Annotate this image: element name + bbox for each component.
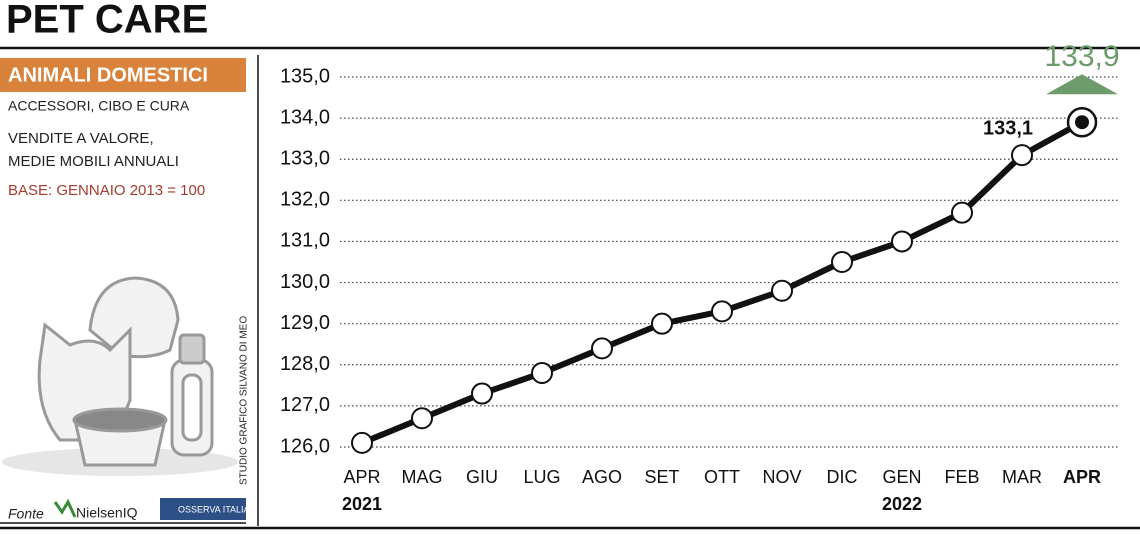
- x-year-label: 2022: [882, 494, 922, 514]
- y-tick-label: 135,0: [280, 65, 330, 87]
- x-tick-label: MAG: [401, 467, 442, 487]
- logo-mark: [53, 498, 77, 518]
- marker: [411, 407, 433, 430]
- marker: [591, 337, 613, 360]
- marker: [891, 230, 913, 253]
- y-tick-label: 133,0: [280, 148, 330, 170]
- x-tick-label: GIU: [466, 467, 498, 487]
- x-tick-label: NOV: [762, 467, 801, 487]
- description: VENDITE A VALORE,: [8, 130, 154, 147]
- marker: [711, 300, 733, 323]
- source-label: Fonte: [8, 506, 44, 522]
- value-label: 133,1: [983, 117, 1033, 139]
- panel-header-bg: [0, 58, 246, 92]
- marker: [951, 201, 973, 224]
- y-tick-label: 129,0: [280, 312, 330, 334]
- chart-title: PET CARE: [6, 0, 208, 42]
- marker: [1011, 144, 1033, 167]
- line: [360, 119, 1084, 446]
- marker: [651, 312, 673, 335]
- marker: [351, 431, 373, 454]
- credit: STUDIO GRAFICO SILVANO DI MEO: [239, 316, 250, 485]
- marker: [771, 279, 793, 302]
- x-tick-label: GEN: [882, 467, 921, 487]
- panel-header: ANIMALI DOMESTICI: [8, 64, 208, 86]
- y-tick-label: 134,0: [280, 106, 330, 128]
- y-tick-label: 127,0: [280, 394, 330, 416]
- x-tick-label: OTT: [704, 467, 740, 487]
- x-tick-label: SET: [644, 467, 679, 487]
- value-label: 133,9: [1044, 40, 1119, 73]
- description: MEDIE MOBILI ANNUALI: [8, 153, 179, 170]
- highlight-arrow: [1046, 74, 1118, 95]
- base-note: BASE: GENNAIO 2013 = 100: [8, 182, 205, 199]
- x-tick-label: LUG: [523, 467, 560, 487]
- y-tick-label: 131,0: [280, 230, 330, 252]
- x-tick-label: AGO: [582, 467, 622, 487]
- x-tick-label: DIC: [827, 467, 858, 487]
- marker: [1075, 115, 1089, 130]
- x-tick-label: APR: [1063, 467, 1101, 487]
- y-tick-label: 130,0: [280, 271, 330, 293]
- y-tick-label: 128,0: [280, 353, 330, 375]
- marker: [831, 251, 853, 273]
- x-tick-label: FEB: [944, 467, 979, 487]
- x-tick-label: APR: [343, 467, 380, 487]
- marker: [531, 362, 553, 384]
- source: NielsenIQ: [76, 505, 138, 521]
- subtitle: ACCESSORI, CIBO E CURA: [8, 98, 190, 114]
- source: OSSERVA ITALIA: [178, 504, 250, 514]
- x-tick-label: MAR: [1002, 467, 1042, 487]
- x-year-label: 2021: [342, 494, 382, 514]
- y-tick-label: 132,0: [280, 189, 330, 211]
- logo-bg: [160, 498, 246, 520]
- illustration: [2, 276, 238, 476]
- marker: [471, 382, 493, 405]
- y-tick-label: 126,0: [280, 435, 330, 457]
